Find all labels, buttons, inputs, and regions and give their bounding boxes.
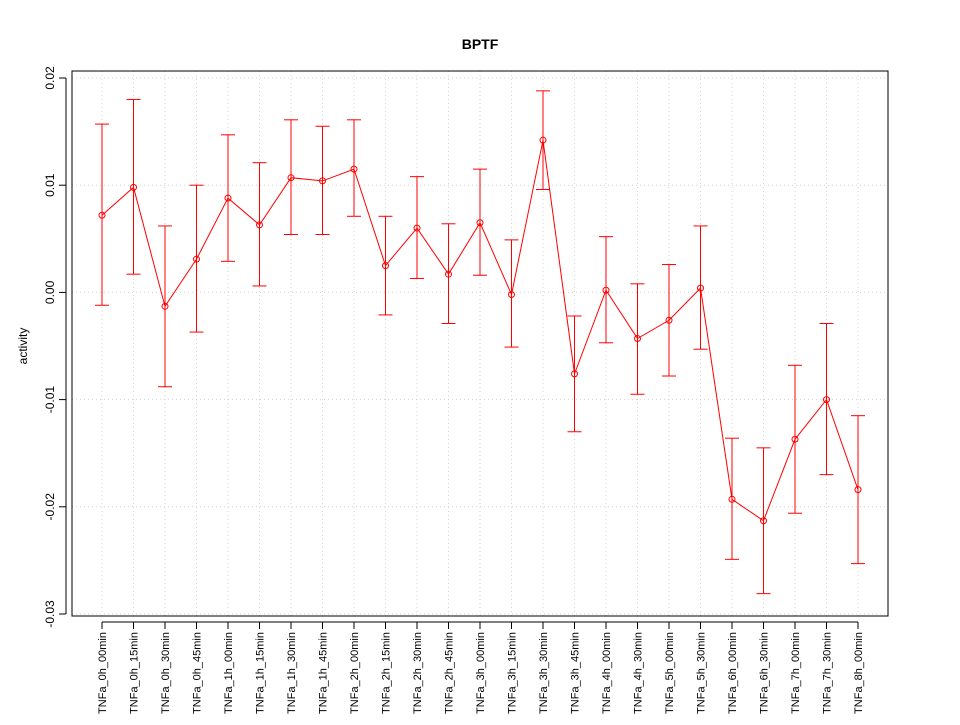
data-point [508,291,515,299]
data-point [571,370,578,378]
x-tick-label: TNFa_3h_45min [570,632,582,714]
x-tick-label: TNFa_3h_30min [538,632,550,714]
y-tick-label: -0.01 [43,386,57,414]
data-point [413,224,421,232]
data-point [161,302,169,310]
x-tick-label: TNFa_7h_30min [822,632,834,714]
data-point [854,486,862,494]
data-point [193,255,200,263]
x-tick-label: TNFa_1h_00min [223,632,235,714]
data-point [760,517,767,525]
data-point [539,136,547,144]
x-tick-label: TNFa_4h_30min [633,632,645,714]
x-tick-label: TNFa_1h_45min [318,632,330,714]
data-point [602,286,610,294]
x-tick-label: TNFa_3h_00min [475,632,487,714]
x-tick-label: TNFa_6h_00min [727,632,739,714]
data-point [823,396,830,404]
series-line [101,140,859,522]
x-tick-label: TNFa_0h_30min [160,632,172,714]
y-axis-label: activity [16,328,30,365]
data-point [728,495,736,503]
data-point [287,174,295,182]
y-tick-label: -0.03 [43,600,57,628]
y-tick-label: 0.02 [43,66,57,90]
y-tick-label: 0.01 [43,173,57,197]
data-point [130,183,137,191]
data-point [256,221,263,229]
data-point [350,165,358,173]
data-point [98,211,106,219]
y-tick-label: -0.02 [43,493,57,521]
x-tick-label: TNFa_2h_00min [349,632,361,714]
x-axis: TNFa_0h_00min TNFa_0h_15min TNFa_0h_30min T… [97,621,865,714]
errorbar-layer [95,90,865,595]
error-bar [284,119,298,236]
data-point [634,334,641,342]
x-tick-label: TNFa_0h_45min [192,632,204,714]
error-bar [315,125,330,236]
plot-frame [71,70,889,617]
x-tick-label: TNFa_2h_15min [381,632,393,714]
data-point [382,262,389,270]
x-tick-label: TNFa_7h_00min [790,632,802,714]
point-layer [98,136,862,525]
x-tick-label: TNFa_4h_00min [601,632,613,714]
x-tick-label: TNFa_2h_45min [444,632,456,714]
x-tick-label: TNFa_1h_15min [255,632,267,714]
x-tick-label: TNFa_1h_30min [286,632,298,714]
chart-title: BPTF [462,36,499,52]
line-layer [101,140,859,522]
data-point [224,194,232,202]
data-point [665,316,673,324]
x-tick-label: TNFa_0h_15min [129,632,141,714]
x-tick-label: TNFa_0h_00min [97,632,109,714]
data-point [319,177,326,185]
x-tick-label: TNFa_2h_30min [412,632,424,714]
data-point [445,270,452,278]
x-tick-label: TNFa_8h_00min [853,632,865,714]
x-tick-label: TNFa_5h_00min [664,632,676,714]
x-tick-label: TNFa_6h_30min [759,632,771,714]
x-tick-label: TNFa_3h_15min [507,632,519,714]
error-bar [347,119,361,217]
data-point [476,219,484,227]
grid-layer [72,71,888,616]
y-axis: 0.02 0.01 0.00 -0.01 -0.02 -0.03 [43,66,67,628]
data-point [791,435,799,443]
y-tick-label: 0.00 [43,280,57,304]
x-tick-label: TNFa_5h_30min [696,632,708,714]
data-point [697,284,704,292]
